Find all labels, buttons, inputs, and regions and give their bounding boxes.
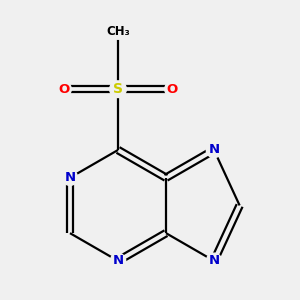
Text: N: N	[112, 254, 124, 267]
Text: N: N	[208, 143, 220, 157]
Circle shape	[113, 26, 123, 37]
Text: O: O	[58, 83, 69, 96]
Circle shape	[110, 253, 126, 268]
Circle shape	[165, 82, 180, 97]
Circle shape	[110, 24, 126, 39]
Text: N: N	[208, 254, 220, 267]
Text: S: S	[113, 82, 123, 96]
Circle shape	[110, 81, 126, 98]
Circle shape	[62, 170, 78, 185]
Circle shape	[206, 142, 222, 158]
Text: O: O	[167, 83, 178, 96]
Circle shape	[206, 253, 222, 268]
Text: CH₃: CH₃	[106, 25, 130, 38]
Text: N: N	[64, 171, 76, 184]
Circle shape	[56, 82, 71, 97]
